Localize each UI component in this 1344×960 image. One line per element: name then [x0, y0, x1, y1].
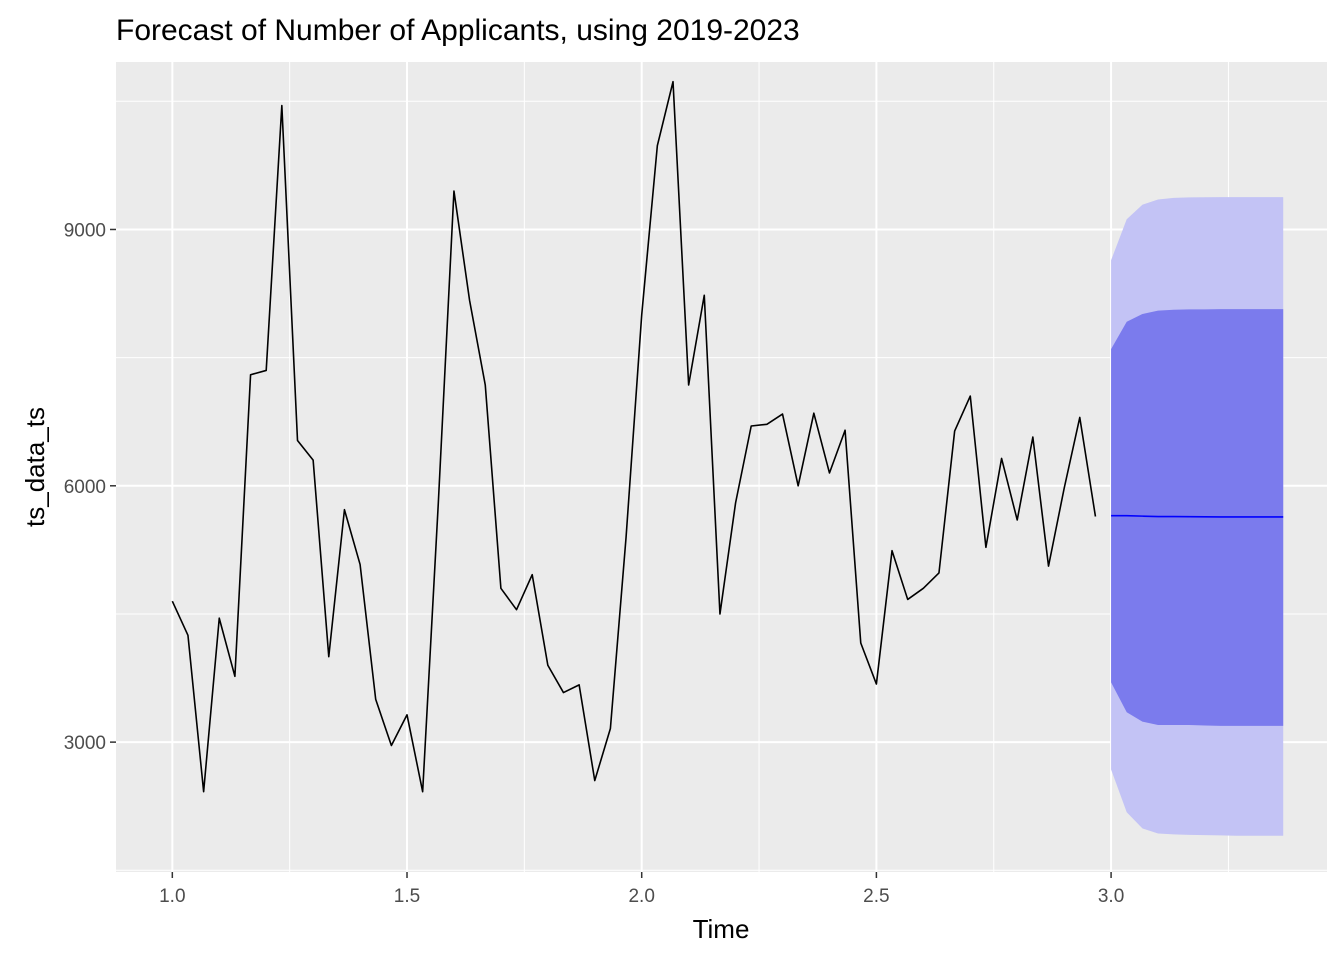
y-tick-label: 3000: [64, 733, 106, 754]
x-tick-label: 2.5: [863, 886, 889, 907]
chart-title: Forecast of Number of Applicants, using …: [116, 14, 800, 47]
axis-ticks: [110, 228, 1112, 878]
x-axis-title: Time: [693, 914, 750, 944]
forecast-mean-line: [1111, 514, 1284, 518]
y-tick-label: 9000: [64, 220, 106, 241]
series-lines: [171, 80, 1284, 793]
y-axis-title: ts_data_ts: [20, 407, 50, 527]
x-tick-label: 2.0: [628, 886, 654, 907]
x-tick-label: 3.0: [1098, 886, 1124, 907]
x-tick-label: 1.5: [394, 886, 420, 907]
x-tick-label: 1.0: [159, 886, 185, 907]
historical-series-line: [171, 80, 1097, 793]
y-tick-label: 6000: [64, 477, 106, 498]
axis-tick-labels: 1.0 1.5 2.0 2.5 3.0 3000 6000 9000: [64, 220, 1125, 907]
major-gridlines: [116, 62, 1327, 872]
